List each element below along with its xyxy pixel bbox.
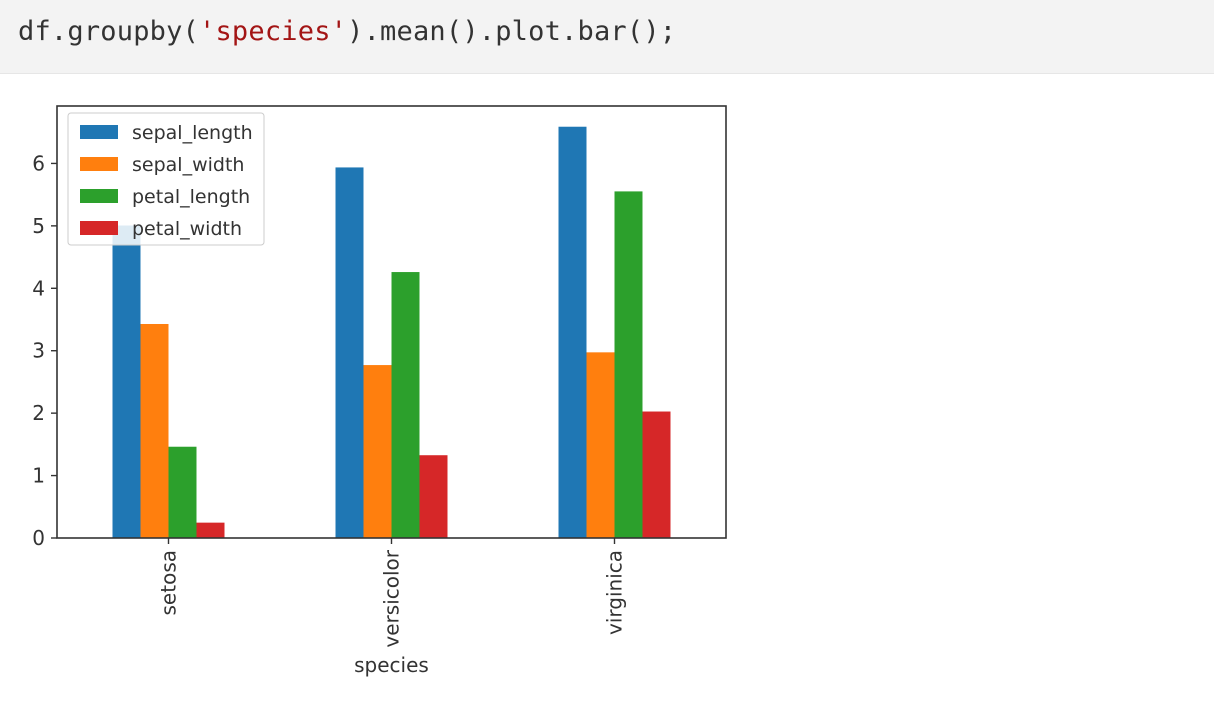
bar-petal_length-virginica bbox=[615, 191, 643, 538]
legend-swatch-sepal_length bbox=[80, 125, 118, 139]
y-tick-label: 1 bbox=[32, 464, 45, 488]
y-tick-label: 6 bbox=[32, 151, 45, 175]
bar-petal_width-virginica bbox=[643, 412, 671, 538]
bar-sepal_width-versicolor bbox=[364, 365, 392, 538]
y-tick-label: 4 bbox=[32, 276, 45, 300]
bar-petal_width-setosa bbox=[197, 523, 225, 538]
code-line: df.groupby('species').mean().plot.bar(); bbox=[18, 16, 676, 47]
bar-petal_length-versicolor bbox=[392, 272, 420, 538]
code-suffix: ).mean().plot.bar(); bbox=[347, 16, 676, 47]
legend-label-sepal_width: sepal_width bbox=[132, 154, 244, 176]
legend-label-petal_length: petal_length bbox=[132, 186, 250, 208]
y-tick-label: 3 bbox=[32, 339, 45, 363]
bar-sepal_length-virginica bbox=[559, 127, 587, 538]
plot-output: 0 1 2 3 4 5 6 setosa versicolor virginica specie… bbox=[0, 73, 1214, 724]
y-tick-label: 2 bbox=[32, 401, 45, 425]
y-tick-label: 5 bbox=[32, 214, 45, 238]
legend-label-sepal_length: sepal_length bbox=[132, 122, 253, 144]
bar-sepal_length-versicolor bbox=[336, 167, 364, 538]
bar-sepal_width-virginica bbox=[587, 352, 615, 538]
bar-petal_length-setosa bbox=[169, 447, 197, 538]
code-cell[interactable]: df.groupby('species').mean().plot.bar(); bbox=[0, 0, 1214, 74]
code-string-literal: 'species' bbox=[199, 16, 347, 47]
bar-sepal_width-setosa bbox=[141, 324, 169, 538]
legend-swatch-petal_width bbox=[80, 221, 118, 235]
legend-swatch-petal_length bbox=[80, 189, 118, 203]
x-axis: setosa versicolor virginica bbox=[157, 538, 627, 648]
legend-swatch-sepal_width bbox=[80, 157, 118, 171]
x-axis-label: species bbox=[354, 653, 429, 677]
legend-label-petal_width: petal_width bbox=[132, 218, 242, 240]
code-prefix: df.groupby( bbox=[18, 16, 199, 47]
x-tick-label: versicolor bbox=[380, 549, 404, 647]
y-tick-label: 0 bbox=[32, 526, 45, 550]
y-axis: 0 1 2 3 4 5 6 bbox=[32, 151, 57, 550]
x-tick-label: virginica bbox=[603, 550, 627, 635]
bar-chart: 0 1 2 3 4 5 6 setosa versicolor virginica specie… bbox=[0, 73, 1214, 724]
bar-sepal_length-setosa bbox=[113, 225, 141, 538]
bar-petal_width-versicolor bbox=[420, 455, 448, 538]
legend: sepal_length sepal_width petal_lengthpetal… bbox=[68, 113, 264, 245]
x-tick-label: setosa bbox=[157, 550, 181, 615]
